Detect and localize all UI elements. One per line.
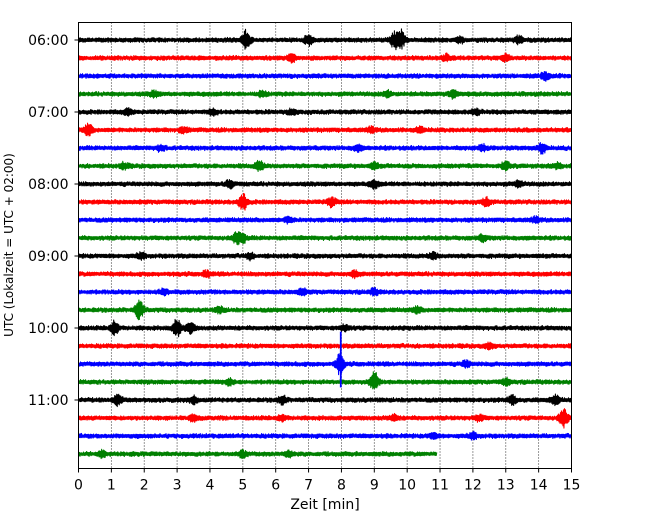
y-tick-label: 08:00 [28, 177, 68, 193]
x-tick-label: 5 [238, 478, 247, 494]
y-tick-label: 09:00 [28, 249, 68, 265]
plot-frame [78, 22, 572, 469]
x-tick-label: 15 [563, 478, 581, 494]
trace-1030 [77, 353, 573, 376]
x-tick-label: 4 [206, 478, 215, 494]
trace-1045 [77, 371, 573, 390]
trace-0800 [77, 179, 573, 191]
trace-0600 [77, 28, 573, 51]
x-tick-label: 12 [464, 478, 482, 494]
x-tick-label: 6 [271, 478, 280, 494]
x-tick-label: 0 [74, 478, 83, 494]
trace-0830 [77, 215, 573, 225]
trace-0945 [77, 299, 573, 321]
y-tick-label: 07:00 [28, 105, 68, 121]
trace-1145 [77, 448, 438, 460]
x-tick-label: 13 [497, 478, 515, 494]
y-tick-label: 10:00 [28, 321, 68, 337]
x-tick-label: 10 [398, 478, 416, 494]
trace-0900 [77, 250, 573, 262]
x-tick-label: 1 [107, 478, 116, 494]
trace-0730 [77, 141, 573, 155]
trace-1130 [77, 430, 573, 441]
y-tick-label: 11:00 [28, 393, 68, 409]
trace-0630 [77, 70, 573, 82]
trace-0815 [77, 192, 573, 211]
x-tick-label: 7 [304, 478, 313, 494]
trace-1100 [77, 393, 573, 408]
y-axis-label: UTC (Lokalzeit = UTC + 02:00) [2, 153, 16, 337]
trace-0930 [77, 286, 573, 297]
grid-lines [110, 22, 540, 469]
x-axis-label: Zeit [min] [290, 497, 359, 513]
x-tick-label: 9 [370, 478, 379, 494]
trace-0615 [77, 52, 573, 64]
x-axis: 0 1 2 3 4 5 6 7 8 9 10 11 12 13 14 15 [74, 468, 581, 494]
trace-0715 [77, 122, 573, 137]
x-tick-label: 14 [530, 478, 548, 494]
trace-1000 [77, 318, 573, 338]
trace-1115 [77, 408, 573, 429]
trace-1015 [77, 341, 573, 351]
trace-0845 [77, 231, 573, 246]
trace-0915 [77, 269, 573, 280]
x-tick-label: 11 [431, 478, 449, 494]
trace-0700 [77, 106, 573, 117]
trace-0645 [77, 88, 573, 100]
trace-0745 [77, 159, 573, 173]
y-axis: 06:00 07:00 08:00 09:00 10:00 11:00 [28, 33, 79, 409]
traces [77, 28, 573, 460]
x-tick-label: 3 [173, 478, 182, 494]
x-tick-label: 2 [140, 478, 149, 494]
x-tick-label: 8 [337, 478, 346, 494]
y-tick-label: 06:00 [28, 33, 68, 49]
